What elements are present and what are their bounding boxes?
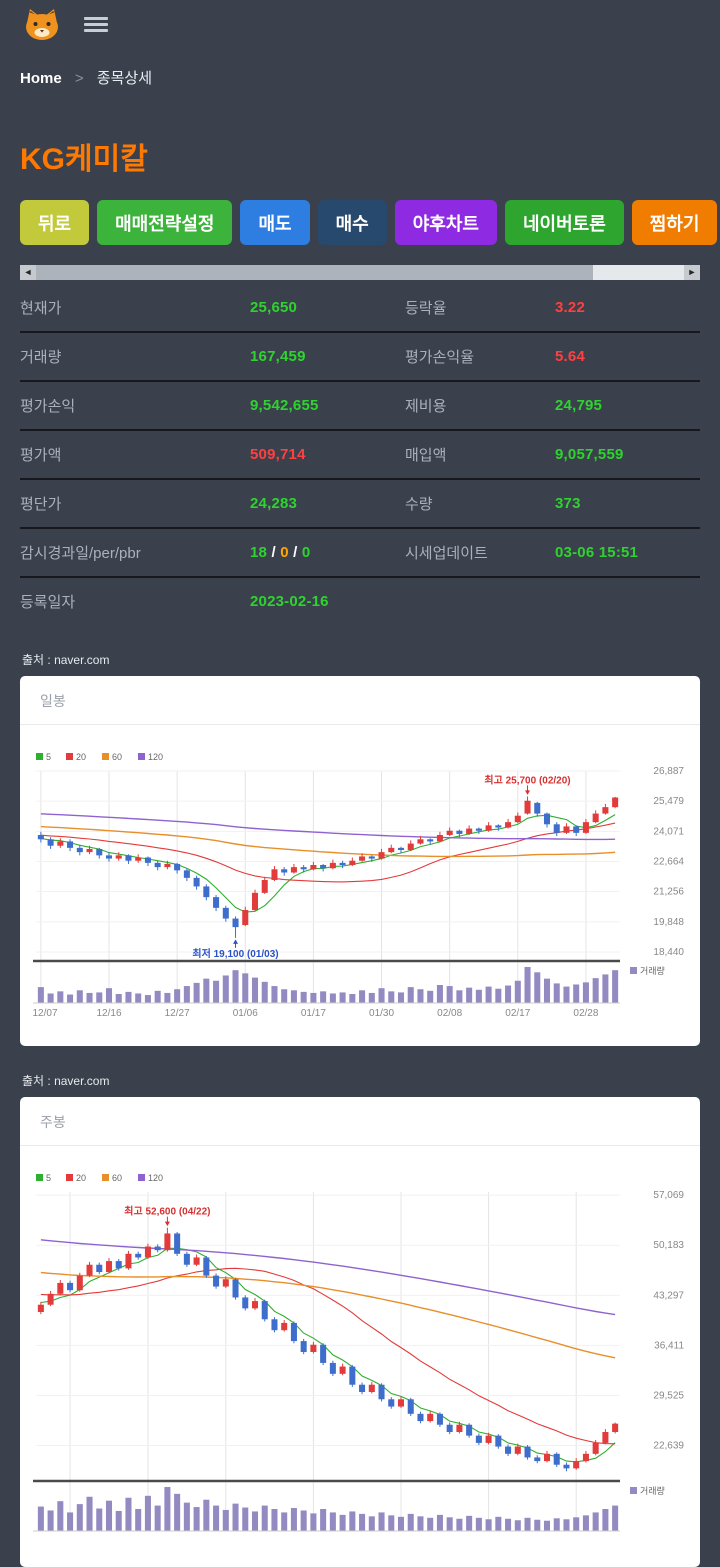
daily-chart-title: 일봉 xyxy=(20,676,700,725)
stock-info-table: 현재가 25,650 등락율 3.22 거래량 167,459 평가손익율 5.64 평가손익 9… xyxy=(20,284,700,625)
yahoo-chart-button[interactable]: 야후차트 xyxy=(394,200,497,245)
field-value: 9,057,559 xyxy=(555,446,624,463)
breadcrumb-separator: > xyxy=(74,70,84,87)
svg-text:12/27: 12/27 xyxy=(165,1008,190,1019)
svg-text:57,069: 57,069 xyxy=(653,1190,684,1201)
source-label-weekly: 출처 : naver.com xyxy=(22,1074,110,1088)
page-title: KG케미칼 xyxy=(20,143,148,176)
field-value: 03-06 15:51 xyxy=(555,544,639,561)
table-row: 평가액 509,714 매입액 9,057,559 xyxy=(20,431,700,480)
svg-text:02/17: 02/17 xyxy=(505,1008,530,1019)
svg-text:12/16: 12/16 xyxy=(96,1008,121,1019)
table-row: 감시경과일/per/pbr 18 / 0 / 0 시세업데이트 03-06 15:51 xyxy=(20,529,700,578)
field-value: 5.64 xyxy=(555,348,585,365)
svg-text:18,440: 18,440 xyxy=(653,947,684,958)
field-label: 거래량 xyxy=(20,349,62,366)
svg-text:20: 20 xyxy=(76,1173,86,1183)
svg-text:최고 52,600 (04/22): 최고 52,600 (04/22) xyxy=(124,1205,210,1218)
field-value: 24,795 xyxy=(555,397,603,414)
svg-text:50,183: 50,183 xyxy=(653,1240,684,1251)
favorite-button[interactable]: 찜하기 xyxy=(631,200,718,245)
svg-text:19,848: 19,848 xyxy=(653,917,684,928)
field-label: 시세업데이트 xyxy=(405,545,488,562)
svg-text:21,256: 21,256 xyxy=(653,887,684,898)
svg-text:02/28: 02/28 xyxy=(573,1008,598,1019)
svg-text:01/06: 01/06 xyxy=(233,1008,258,1019)
sell-button[interactable]: 매도 xyxy=(240,200,310,245)
top-bar xyxy=(0,0,720,41)
app-logo-cat-icon[interactable] xyxy=(20,7,64,41)
svg-text:02/08: 02/08 xyxy=(437,1008,462,1019)
breadcrumb-current: 종목상세 xyxy=(96,70,152,87)
svg-text:거래량: 거래량 xyxy=(640,965,665,976)
menu-hamburger-icon[interactable] xyxy=(82,11,110,38)
svg-text:최저 19,100 (01/03): 최저 19,100 (01/03) xyxy=(192,947,278,960)
svg-text:거래량: 거래량 xyxy=(640,1485,665,1496)
table-row: 평단가 24,283 수량 373 xyxy=(20,480,700,529)
field-label: 감시경과일/per/pbr xyxy=(20,545,141,562)
naver-discussion-button[interactable]: 네이버토론 xyxy=(504,200,624,245)
field-label: 평가손익율 xyxy=(405,349,475,366)
horizontal-scrollbar[interactable]: ◄ ► xyxy=(20,265,700,280)
breadcrumb-home-link[interactable]: Home xyxy=(20,70,62,87)
field-label: 등록일자 xyxy=(20,594,76,611)
field-label: 제비용 xyxy=(405,398,447,415)
scrollbar-track[interactable] xyxy=(36,265,684,280)
table-row: 현재가 25,650 등락율 3.22 xyxy=(20,284,700,333)
source-label-daily: 출처 : naver.com xyxy=(22,653,110,667)
stock-detail-page: KG케미칼 뒤로 매매전략설정 매도 매수 야후차트 네이버토론 찜하기 ◄ ► 현재가 25… xyxy=(0,134,720,1567)
svg-text:20: 20 xyxy=(76,752,86,762)
table-row: 등록일자 2023-02-16 xyxy=(20,578,700,625)
svg-text:01/30: 01/30 xyxy=(369,1008,394,1019)
weekly-candlestick-chart: 5 20 60 120 57,069 50,183 43,297 36,411 29,525 22… xyxy=(33,1173,684,1532)
back-button[interactable]: 뒤로 xyxy=(20,200,90,245)
field-label: 평가액 xyxy=(20,447,62,464)
field-value: 167,459 xyxy=(250,348,306,365)
field-label: 매입액 xyxy=(405,447,447,464)
buy-button[interactable]: 매수 xyxy=(317,200,387,245)
field-value: 25,650 xyxy=(250,299,298,316)
field-value: 373 xyxy=(555,495,581,512)
daily-chart-card: 일봉 5 20 60 120 26,887 25,479 24,071 22,664 21,25… xyxy=(20,676,700,1046)
svg-text:01/17: 01/17 xyxy=(301,1008,326,1019)
scrollbar-right-arrow-icon[interactable]: ► xyxy=(684,265,700,280)
field-value: 9,542,655 xyxy=(250,397,319,414)
svg-text:22,664: 22,664 xyxy=(653,856,684,867)
field-label: 현재가 xyxy=(20,300,62,317)
svg-text:26,887: 26,887 xyxy=(653,766,684,777)
svg-text:22,639: 22,639 xyxy=(653,1441,684,1452)
svg-text:120: 120 xyxy=(148,752,163,762)
svg-text:12/07: 12/07 xyxy=(32,1008,57,1019)
svg-text:최고 25,700 (02/20): 최고 25,700 (02/20) xyxy=(484,773,570,786)
svg-text:60: 60 xyxy=(112,752,122,762)
svg-text:36,411: 36,411 xyxy=(654,1340,684,1351)
weekly-chart-title: 주봉 xyxy=(20,1097,700,1146)
field-value: 509,714 xyxy=(250,446,306,463)
svg-text:43,297: 43,297 xyxy=(653,1290,684,1301)
weekly-chart-card: 주봉 5 20 60 120 57,069 50,183 43,297 36,411 29,52… xyxy=(20,1097,700,1567)
daily-candlestick-chart: 5 20 60 120 26,887 25,479 24,071 22,664 21,256 19… xyxy=(32,752,684,1019)
svg-text:60: 60 xyxy=(112,1173,122,1183)
svg-text:29,525: 29,525 xyxy=(653,1390,684,1401)
field-label: 등락율 xyxy=(405,300,447,317)
field-value: 2023-02-16 xyxy=(250,593,329,610)
field-label: 평가손익 xyxy=(20,398,76,415)
breadcrumb: Home > 종목상세 xyxy=(0,41,720,88)
field-value: 18 / 0 / 0 xyxy=(250,544,311,561)
svg-text:5: 5 xyxy=(46,1173,51,1183)
field-label: 평단가 xyxy=(20,496,62,513)
table-row: 평가손익 9,542,655 제비용 24,795 xyxy=(20,382,700,431)
scrollbar-thumb[interactable] xyxy=(36,265,594,280)
field-label: 수량 xyxy=(405,496,433,513)
button-row: 뒤로 매매전략설정 매도 매수 야후차트 네이버토론 찜하기 xyxy=(20,200,718,245)
svg-text:5: 5 xyxy=(46,752,51,762)
svg-text:120: 120 xyxy=(148,1173,163,1183)
scrollbar-left-arrow-icon[interactable]: ◄ xyxy=(20,265,36,280)
trade-strategy-button[interactable]: 매매전략설정 xyxy=(97,200,233,245)
field-value: 3.22 xyxy=(555,299,585,316)
table-row: 거래량 167,459 평가손익율 5.64 xyxy=(20,333,700,382)
svg-text:24,071: 24,071 xyxy=(653,826,684,837)
field-value: 24,283 xyxy=(250,495,298,512)
svg-text:25,479: 25,479 xyxy=(653,796,684,807)
